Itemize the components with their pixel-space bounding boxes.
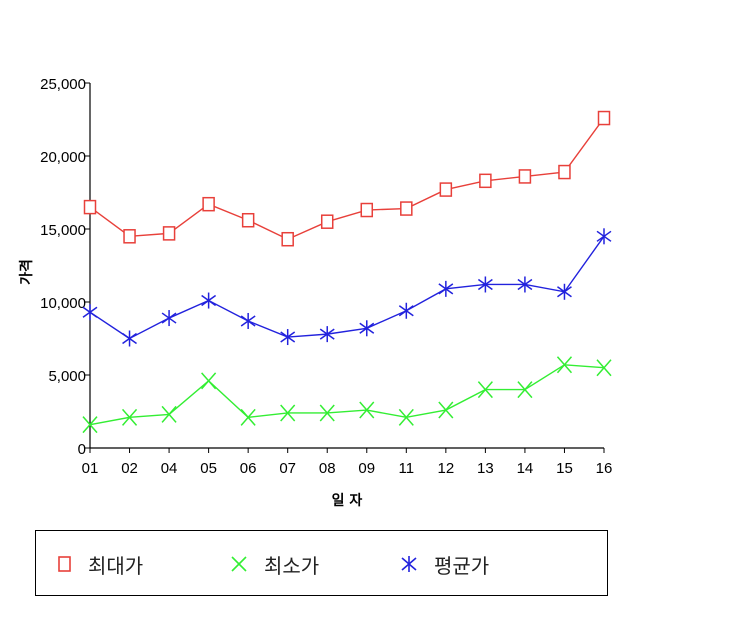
data-point (596, 359, 612, 377)
data-point (162, 226, 176, 241)
data-point (281, 231, 294, 247)
data-point (161, 310, 177, 327)
data-point (398, 302, 414, 319)
data-point (319, 404, 335, 422)
legend-label-max: 최대가 (88, 553, 144, 578)
data-point (121, 408, 138, 426)
x-tick-labels: 01 02 04 05 06 07 08 09 11 12 13 14 15 16 (82, 460, 613, 477)
series-1 (82, 356, 612, 434)
x-tick-label: 15 (556, 460, 573, 477)
series-0 (83, 110, 611, 247)
data-point (557, 283, 572, 300)
data-point (398, 408, 414, 426)
x-marker-icon (231, 556, 247, 572)
asterisk-marker-icon (401, 556, 417, 572)
data-point (518, 169, 532, 184)
x-tick-label: 04 (161, 460, 178, 477)
data-point (359, 320, 375, 337)
data-point (161, 405, 177, 423)
x-tick-label: 09 (358, 460, 375, 477)
series-line (89, 235, 605, 340)
data-point (280, 404, 296, 422)
x-tick-label: 16 (596, 460, 613, 477)
data-point (320, 214, 334, 229)
data-point (596, 228, 612, 245)
x-tick-label: 12 (438, 460, 455, 477)
series-layer (82, 110, 612, 434)
data-point (439, 182, 453, 197)
chart-axes (85, 82, 605, 453)
data-point (400, 201, 413, 216)
legend-label-avg: 평균가 (434, 553, 490, 578)
data-point (123, 229, 136, 244)
x-tick-label: 13 (477, 460, 494, 477)
data-point (479, 173, 492, 189)
series-2 (82, 228, 612, 347)
x-tick-label: 05 (200, 460, 217, 477)
data-point (360, 202, 374, 218)
legend-item-min: 최소가 (230, 531, 319, 597)
data-point (241, 212, 255, 228)
data-point (201, 292, 217, 309)
x-tick-label: 02 (121, 460, 138, 477)
y-tick-label: 25,000 (40, 76, 86, 93)
data-point (438, 280, 454, 297)
data-point (240, 312, 256, 329)
x-tick-label: 11 (399, 460, 415, 477)
data-point (82, 416, 98, 434)
x-tick-label: 14 (517, 460, 534, 477)
data-point (280, 329, 296, 346)
data-point (556, 356, 573, 374)
data-point (477, 381, 493, 399)
data-point (438, 401, 454, 419)
data-point (597, 110, 611, 126)
data-point (558, 164, 571, 180)
x-tick-label: 06 (240, 460, 257, 477)
y-tick-labels: 0 5,000 10,000 15,000 20,000 25,000 (40, 76, 86, 458)
data-point (517, 276, 533, 293)
y-axis-label: 가격 (18, 259, 35, 285)
data-point (477, 276, 493, 293)
y-tick-label: 10,000 (40, 295, 86, 312)
y-tick-label: 5,000 (48, 368, 86, 385)
data-point (202, 196, 215, 212)
data-point (82, 304, 98, 321)
y-tick-label: 15,000 (40, 222, 86, 239)
series-line (89, 117, 605, 240)
data-point (319, 326, 335, 343)
data-point (517, 381, 533, 399)
x-tick-label: 08 (319, 460, 336, 477)
data-point (240, 408, 256, 426)
legend: 최대가 최소가 평균가 (35, 530, 608, 596)
x-tick-label: 01 (82, 460, 99, 477)
data-point (122, 330, 137, 347)
series-line (89, 364, 605, 426)
data-point (201, 372, 217, 390)
data-point (359, 401, 375, 419)
legend-label-min: 최소가 (264, 553, 320, 578)
square-marker-icon (58, 556, 71, 572)
y-tick-label: 20,000 (40, 149, 86, 166)
y-tick-label: 0 (78, 441, 86, 458)
data-point (83, 199, 97, 215)
x-axis-label: 일 자 (332, 493, 363, 509)
x-tick-label: 07 (279, 460, 296, 477)
legend-item-avg: 평균가 (400, 531, 489, 597)
legend-item-max: 최대가 (58, 531, 143, 597)
